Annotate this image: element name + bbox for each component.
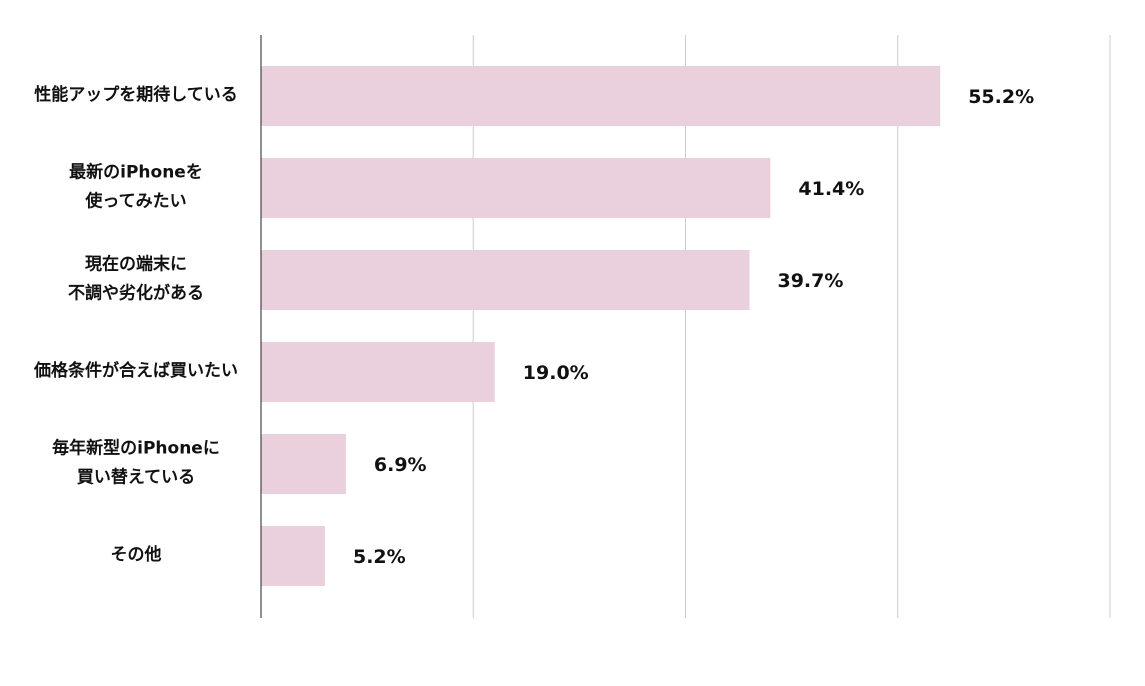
category-label: 使ってみたい — [84, 191, 186, 212]
data-label: 6.9% — [374, 454, 427, 476]
data-label: 5.2% — [353, 546, 406, 568]
category-label: 現在の端末に — [85, 254, 187, 275]
category-label: 毎年新型のiPhoneに — [52, 438, 220, 459]
category-label: その他 — [111, 544, 162, 565]
bar — [261, 342, 495, 402]
category-label: 価格条件が合えば買いたい — [33, 360, 238, 381]
category-label: 性能アップを期待している — [34, 84, 238, 105]
bar — [261, 434, 346, 494]
data-label: 19.0% — [523, 362, 589, 384]
data-label: 55.2% — [968, 86, 1034, 108]
category-label: 最新のiPhoneを — [69, 162, 203, 183]
bar — [261, 250, 750, 310]
bar — [261, 66, 941, 126]
data-label: 39.7% — [777, 270, 843, 292]
bar — [261, 158, 771, 218]
category-label: 不調や劣化がある — [68, 283, 204, 304]
data-label: 41.4% — [798, 178, 864, 200]
bar — [261, 526, 325, 586]
category-label: 買い替えている — [77, 467, 195, 488]
